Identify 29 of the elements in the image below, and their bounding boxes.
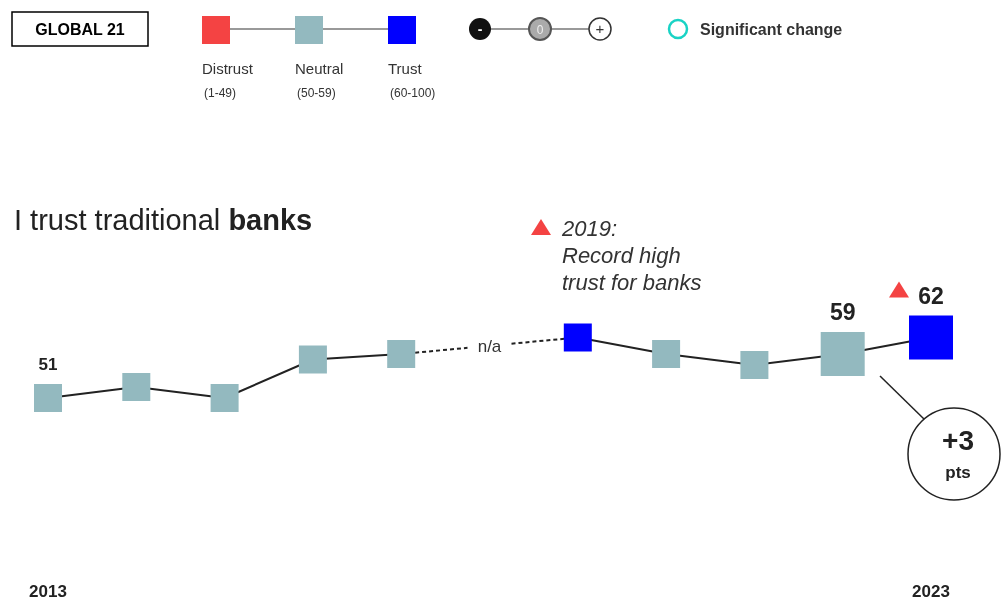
text: pts xyxy=(945,463,971,482)
point xyxy=(34,384,62,412)
text: 2019: Record high trust for banks xyxy=(561,216,702,295)
x-tick-label: 2023 xyxy=(912,582,950,601)
point xyxy=(210,384,239,412)
annotation: n/a xyxy=(477,336,502,356)
point xyxy=(298,345,327,374)
point xyxy=(387,340,416,368)
point xyxy=(652,340,681,368)
text: 0 xyxy=(536,23,544,37)
chart-title: I trust traditional banks xyxy=(14,204,313,236)
text: GLOBAL 21 xyxy=(35,21,125,38)
x-tick-label: 2013 xyxy=(29,582,67,601)
text: +3 xyxy=(942,425,974,456)
text: Distrust xyxy=(202,60,254,77)
text: + xyxy=(595,20,605,37)
text: (60-100) xyxy=(390,86,436,100)
text: Trust xyxy=(388,60,423,77)
point xyxy=(122,373,151,401)
text: Significant change xyxy=(700,21,843,38)
text: (50-59) xyxy=(297,86,336,100)
text: Neutral xyxy=(295,60,344,77)
data-label: 59 xyxy=(829,299,856,325)
point xyxy=(740,351,769,379)
data-label: 51 xyxy=(38,355,58,374)
data-label: 62 xyxy=(918,282,944,309)
text: - xyxy=(477,21,483,37)
text: (1-49) xyxy=(204,86,237,100)
point xyxy=(563,323,592,352)
